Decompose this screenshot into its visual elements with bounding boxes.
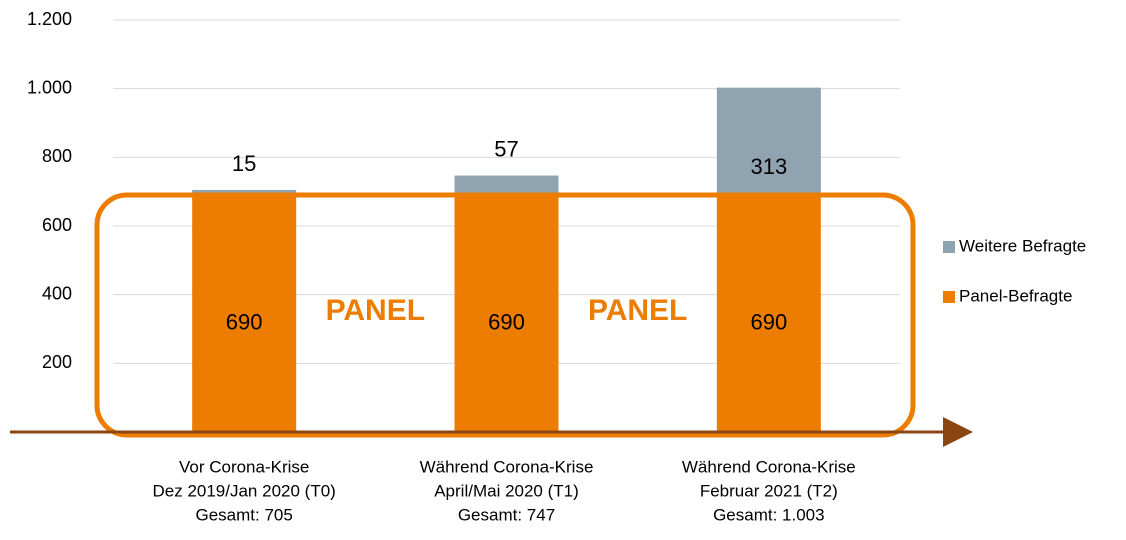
- y-tick-label: 800: [42, 146, 72, 166]
- data-label: 690: [226, 309, 263, 334]
- data-label: 57: [494, 136, 518, 161]
- bar-segment: [192, 195, 297, 432]
- bar-segment: [716, 87, 821, 196]
- x-tick-label: Februar 2021 (T2): [700, 481, 838, 500]
- legend-swatch: [943, 291, 955, 303]
- panel-frame: [94, 192, 916, 438]
- x-tick-label: Während Corona-Krise: [420, 457, 594, 476]
- x-tick-label: Gesamt: 705: [196, 505, 293, 524]
- bar-segment: [454, 195, 559, 432]
- x-tick-label: Dez 2019/Jan 2020 (T0): [152, 481, 335, 500]
- y-tick-label: 600: [42, 215, 72, 235]
- data-label: 690: [750, 309, 787, 334]
- legend-label: Panel-Befragte: [959, 286, 1072, 305]
- y-tick-label: 200: [42, 352, 72, 372]
- bar-segment: [454, 175, 559, 196]
- data-label: 690: [488, 309, 525, 334]
- bar-segment: [716, 195, 821, 432]
- x-tick-label: Gesamt: 1.003: [713, 505, 825, 524]
- x-tick-label: Vor Corona-Krise: [179, 457, 309, 476]
- data-label: 313: [750, 154, 787, 179]
- y-tick-label: 400: [42, 283, 72, 303]
- annotation: PANEL: [588, 294, 687, 327]
- legend-swatch: [943, 241, 955, 253]
- legend-label: Weitere Befragte: [959, 236, 1086, 255]
- x-tick-label: April/Mai 2020 (T1): [434, 481, 579, 500]
- data-label: 15: [232, 151, 256, 176]
- x-tick-label: Gesamt: 747: [458, 505, 555, 524]
- annotation: PANEL: [326, 294, 425, 327]
- x-tick-label: Während Corona-Krise: [682, 457, 856, 476]
- y-tick-label: 1.000: [27, 77, 72, 97]
- y-tick-label: 1.200: [27, 9, 72, 29]
